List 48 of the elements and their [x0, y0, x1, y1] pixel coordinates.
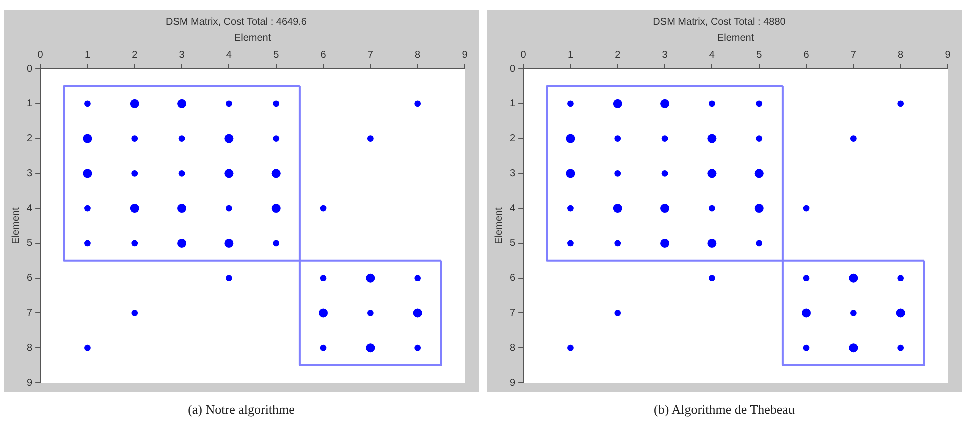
x-tick-label: 2: [615, 50, 622, 61]
x-axis-title: Element: [234, 32, 272, 44]
y-tick-label: 1: [510, 98, 516, 110]
y-tick-label: 5: [27, 238, 33, 250]
y-tick-label: 9: [27, 378, 33, 389]
y-tick-label: 6: [510, 273, 516, 284]
y-tick-label: 3: [27, 168, 33, 180]
y-axis-title: Element: [494, 207, 505, 244]
y-tick-label: 8: [27, 342, 33, 354]
x-tick-label: 9: [945, 50, 952, 61]
y-tick-label: 1: [27, 98, 33, 110]
x-tick-label: 7: [850, 50, 857, 61]
x-tick-label: 3: [179, 50, 186, 61]
x-tick-label: 1: [568, 50, 574, 61]
y-tick-label: 2: [510, 134, 516, 145]
text: (b) Algorithme de Thebeau: [653, 402, 796, 418]
x-tick-label: 2: [132, 50, 138, 61]
y-axis-title: Element: [10, 207, 22, 244]
x-tick-label: 1: [84, 50, 91, 61]
x-tick-label: 5: [274, 50, 280, 61]
x-tick-label: 7: [368, 50, 374, 61]
x-tick-label: 8: [415, 50, 422, 61]
y-tick-label: 2: [27, 134, 33, 145]
y-tick-label: 5: [510, 238, 516, 250]
y-tick-label: 0: [510, 64, 516, 75]
y-tick-label: 7: [27, 308, 33, 319]
x-tick-label: 6: [804, 50, 810, 61]
text: (a) Notre algorithme: [187, 402, 296, 418]
x-tick-label: 6: [320, 50, 327, 61]
chart-title: DSM Matrix, Cost Total : 4649.6: [166, 16, 308, 28]
x-tick-label: 0: [520, 50, 527, 61]
x-tick-label: 8: [898, 50, 904, 61]
y-tick-label: 0: [27, 64, 33, 75]
x-tick-label: 4: [709, 50, 716, 61]
y-tick-label: 4: [27, 203, 33, 214]
y-tick-label: 6: [27, 273, 33, 284]
y-tick-label: 4: [510, 203, 516, 214]
y-tick-label: 9: [510, 378, 516, 389]
x-tick-label: 3: [662, 50, 668, 61]
x-tick-label: 5: [756, 50, 763, 61]
x-tick-label: 4: [226, 50, 232, 61]
x-axis-title: Element: [717, 32, 754, 44]
y-tick-label: 8: [510, 342, 516, 354]
chart-title: DSM Matrix, Cost Total : 4880: [653, 16, 786, 28]
y-tick-label: 7: [510, 308, 516, 319]
x-tick-label: 0: [38, 50, 44, 61]
y-tick-label: 3: [510, 168, 516, 180]
x-tick-label: 9: [462, 50, 468, 61]
